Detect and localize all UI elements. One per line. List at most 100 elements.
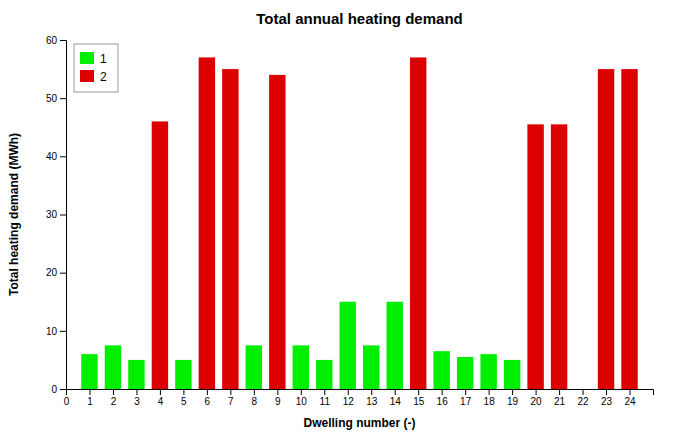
y-tick-label: 50 — [46, 93, 58, 104]
y-tick-mark — [60, 273, 66, 274]
x-tick-label: 9 — [275, 396, 281, 407]
x-axis: 0123456789101112131415161718192021222324 — [64, 389, 654, 407]
x-tick-label: 20 — [531, 396, 543, 407]
legend-swatch — [80, 52, 94, 64]
legend-label: 2 — [100, 70, 107, 84]
legend: 12 — [74, 44, 118, 92]
x-tick: 16 — [437, 389, 449, 407]
y-tick: 30 — [46, 209, 66, 220]
y-tick-mark — [60, 331, 66, 332]
x-axis-line — [67, 390, 654, 396]
bars — [81, 57, 637, 389]
x-tick: 10 — [296, 389, 308, 407]
x-tick-mark — [183, 389, 184, 395]
x-tick-label: 13 — [366, 396, 378, 407]
bar — [316, 360, 332, 389]
y-tick-mark — [60, 40, 66, 41]
x-tick-label: 6 — [205, 396, 211, 407]
bar — [340, 302, 356, 389]
bar — [128, 360, 144, 389]
x-tick: 9 — [275, 389, 281, 407]
bar — [621, 69, 637, 389]
x-tick-mark — [301, 389, 302, 395]
x-tick: 6 — [205, 389, 211, 407]
x-tick-label: 7 — [228, 396, 234, 407]
x-tick: 20 — [531, 389, 543, 407]
x-tick-label: 14 — [390, 396, 402, 407]
x-tick-mark — [136, 389, 137, 395]
x-tick-mark — [512, 389, 513, 395]
x-tick-label: 19 — [507, 396, 519, 407]
x-tick: 3 — [134, 389, 140, 407]
x-tick-label: 22 — [577, 396, 589, 407]
y-tick-mark — [60, 215, 66, 216]
bar — [598, 69, 614, 389]
x-tick-label: 4 — [158, 396, 164, 407]
x-tick: 24 — [624, 389, 636, 407]
y-tick: 40 — [46, 151, 66, 162]
x-tick-mark — [371, 389, 372, 395]
y-tick: 20 — [46, 267, 66, 278]
x-tick-label: 24 — [624, 396, 636, 407]
x-tick-label: 12 — [343, 396, 355, 407]
bar — [387, 302, 403, 389]
bar — [457, 357, 473, 389]
chart-svg: 0123456789101112131415161718192021222324… — [0, 0, 675, 441]
y-axis-title: Total heating demand (MWh) — [7, 133, 21, 296]
x-tick: 15 — [413, 389, 425, 407]
x-tick: 2 — [111, 389, 117, 407]
x-tick: 14 — [390, 389, 402, 407]
x-tick: 4 — [158, 389, 164, 407]
bar — [363, 345, 379, 389]
bar — [175, 360, 191, 389]
x-tick-mark — [395, 389, 396, 395]
x-tick-mark — [230, 389, 231, 395]
x-tick-label: 11 — [320, 396, 331, 407]
bar — [574, 389, 590, 390]
legend-item: 2 — [80, 70, 107, 84]
bar — [246, 345, 262, 389]
x-tick-mark — [89, 389, 90, 395]
x-tick-mark — [324, 389, 325, 395]
x-tick: 13 — [366, 389, 378, 407]
y-tick: 60 — [46, 35, 66, 46]
bar — [222, 69, 238, 389]
bar — [551, 124, 567, 389]
y-tick-label: 20 — [46, 267, 58, 278]
bar — [293, 345, 309, 389]
x-tick-label: 16 — [437, 396, 449, 407]
bar — [433, 351, 449, 389]
y-tick: 0 — [51, 384, 66, 395]
x-tick-mark — [207, 389, 208, 395]
bar — [410, 57, 426, 389]
x-tick-label: 0 — [64, 396, 70, 407]
x-tick-label: 15 — [413, 396, 425, 407]
x-tick-mark — [606, 389, 607, 395]
x-tick-mark — [277, 389, 278, 395]
bar — [199, 57, 215, 389]
x-tick-mark — [418, 389, 419, 395]
y-tick-mark — [60, 98, 66, 99]
x-tick: 19 — [507, 389, 519, 407]
y-tick-label: 0 — [51, 384, 57, 395]
x-axis-title: Dwelling number (-) — [304, 416, 416, 430]
bar — [527, 124, 543, 389]
x-tick-mark — [254, 389, 255, 395]
x-tick: 5 — [181, 389, 187, 407]
y-axis-line — [60, 41, 67, 390]
x-tick-label: 8 — [252, 396, 258, 407]
x-tick-label: 21 — [554, 396, 566, 407]
x-tick-mark — [536, 389, 537, 395]
x-tick: 12 — [343, 389, 355, 407]
x-tick-label: 5 — [181, 396, 187, 407]
x-tick: 8 — [252, 389, 258, 407]
y-tick-label: 10 — [46, 326, 58, 337]
x-tick: 1 — [87, 389, 93, 407]
x-tick-label: 17 — [460, 396, 472, 407]
title: Total annual heating demand — [256, 10, 462, 27]
x-tick: 17 — [460, 389, 472, 407]
legend-box — [74, 44, 118, 92]
y-axis: 0 10 20 30 40 50 60 — [46, 35, 67, 395]
y-tick-mark — [60, 156, 66, 157]
x-tick: 21 — [554, 389, 566, 407]
